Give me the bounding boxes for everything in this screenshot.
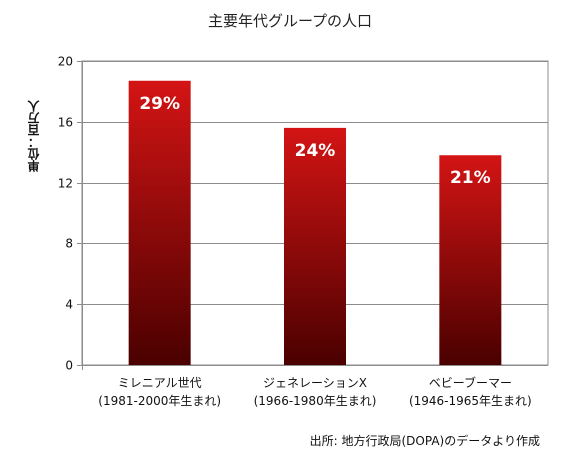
y-tick-label: 4 <box>65 298 73 312</box>
y-tick-label: 20 <box>58 55 73 69</box>
bar-data-label: 24% <box>295 141 336 161</box>
x-category-label-line1: ベビーブーマー <box>428 376 512 390</box>
x-category-label-line2: (1946-1965年生まれ) <box>408 394 532 408</box>
x-category-label-line1: ミレニアル世代 <box>117 376 202 390</box>
data-label-layer: 29% 24% 21% <box>139 94 490 188</box>
y-tick-label: 8 <box>65 237 73 251</box>
bar-layer <box>128 80 502 365</box>
source-note: 出所: 地方行政局(DOPA)のデータより作成 <box>309 434 540 448</box>
y-tick-label: 0 <box>65 359 73 373</box>
bar-data-label: 29% <box>139 94 180 114</box>
x-category-label-line2: (1981-2000年生まれ) <box>98 394 222 408</box>
tick-layer: 0 4 8 12 16 20 <box>58 55 73 373</box>
x-category-label: ベビーブーマー (1946-1965年生まれ) <box>385 374 555 410</box>
x-category-label-line2: (1966-1980年生まれ) <box>253 394 377 408</box>
bar <box>439 155 502 365</box>
bar <box>128 80 191 365</box>
y-tick-label: 12 <box>58 177 73 191</box>
bar <box>284 127 346 365</box>
x-category-label: ジェネレーションX (1966-1980年生まれ) <box>230 374 400 410</box>
x-category-label-line1: ジェネレーションX <box>263 376 367 390</box>
chart-title: 主要年代グループの人口 <box>207 12 373 30</box>
bar-data-label: 21% <box>450 168 491 188</box>
y-tick-label: 16 <box>58 116 73 130</box>
x-category-label: ミレニアル世代 (1981-2000年生まれ) <box>75 374 245 410</box>
